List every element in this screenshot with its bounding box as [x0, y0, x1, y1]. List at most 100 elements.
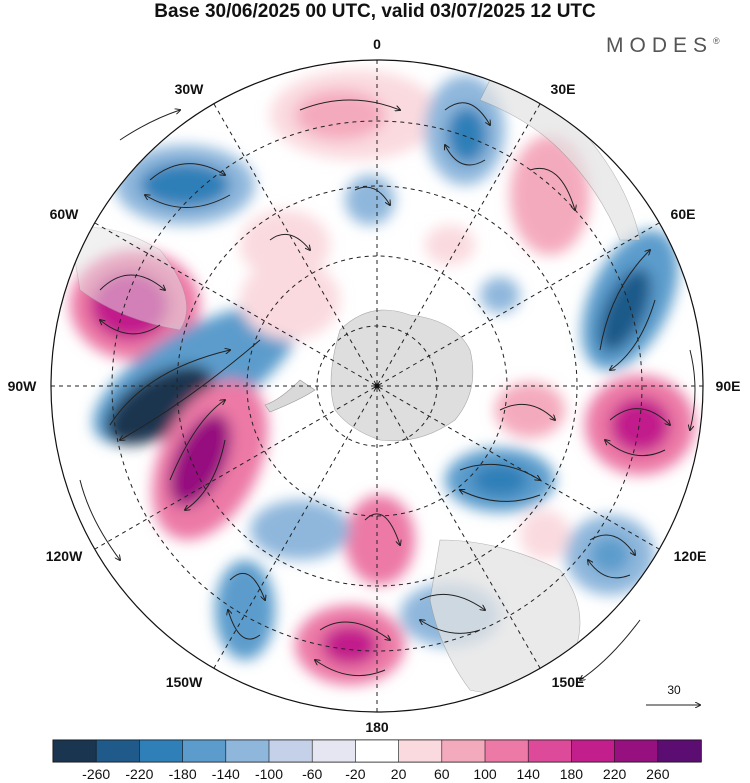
streamline [354, 186, 390, 205]
streamline [364, 513, 400, 545]
streamline [100, 320, 161, 335]
colorbar-tick-label: -220 [125, 766, 154, 782]
colorbar-tick-label: -100 [254, 766, 284, 782]
anomaly-neg [447, 107, 487, 163]
anomaly-pos [240, 210, 330, 280]
colorbar-tick-label: 100 [473, 766, 497, 782]
brand-logo: MODES® [606, 34, 720, 58]
lon-label-60e: 60E [670, 206, 696, 222]
colorbar-tick-label: 220 [602, 766, 627, 782]
anomaly-neg [345, 175, 395, 225]
anomaly-neg [250, 500, 350, 560]
reference-vector-label: 30 [667, 683, 681, 697]
streamline [145, 195, 231, 208]
colorbar-tick-label: 20 [390, 766, 407, 782]
colorbar-segment [95, 739, 141, 763]
colorbar-segment [441, 739, 486, 763]
streamline [499, 403, 555, 420]
latitude-circle [176, 185, 578, 587]
anomaly-pos [510, 135, 590, 255]
lon-label-90e: 90E [715, 378, 741, 394]
lon-label-30e: 30E [550, 81, 576, 97]
brand-name: MODES [606, 34, 714, 57]
streamline [529, 168, 575, 210]
wind-streamlines [79, 99, 696, 680]
streamline [460, 490, 541, 502]
anomaly-neg [472, 464, 528, 496]
lon-label-0: 0 [373, 36, 381, 52]
streamline [319, 621, 390, 640]
anomaly-neg [140, 163, 230, 207]
colorbar-segments [52, 739, 702, 763]
colorbar-tick-label: 60 [434, 766, 450, 782]
colorbar-segment [52, 739, 98, 763]
lon-label-120e: 120E [673, 548, 707, 564]
anomaly-pos [520, 510, 570, 560]
streamline [588, 560, 631, 579]
colorbar-segment [484, 739, 530, 763]
anomaly-pos [495, 382, 565, 438]
colorbar-segment [268, 739, 314, 763]
colorbar-segment [139, 739, 184, 763]
streamline [185, 439, 226, 510]
anomaly-neg [105, 365, 215, 445]
streamline [690, 349, 696, 430]
lon-label-180: 180 [365, 719, 389, 735]
streamline [119, 110, 180, 141]
streamline [99, 274, 165, 290]
anomaly-neg [480, 277, 520, 313]
streamline [420, 620, 481, 634]
streamline [609, 408, 670, 425]
colorbar-tick-label: 180 [559, 766, 584, 782]
streamline [269, 233, 310, 250]
streamline [459, 463, 540, 480]
latitude-circle [111, 120, 643, 652]
colorbar-segment [355, 739, 400, 763]
streamline [610, 299, 656, 370]
south-pole-marker [374, 383, 380, 389]
colorbar-tick-label: -260 [82, 766, 111, 782]
anomaly-neg [598, 268, 652, 352]
colorbar-segment [571, 739, 616, 763]
colorbar-segment [527, 739, 573, 763]
anomaly-neg [215, 560, 275, 660]
streamline [605, 440, 666, 457]
colorbar-segment [311, 739, 357, 763]
anomaly-neg [590, 537, 630, 573]
lon-label-120w: 120W [45, 548, 83, 564]
colorbar-segment [657, 739, 702, 763]
map-title: Base 30/06/2025 00 UTC, valid 03/07/2025… [154, 1, 596, 22]
anomaly-pos [425, 225, 475, 265]
lon-label-90w: 90W [7, 378, 37, 394]
anomaly-blobs [70, 70, 695, 685]
map-boundary-circle [50, 59, 704, 713]
streamline [580, 619, 641, 680]
colorbar-tick-label: -60 [302, 766, 323, 782]
streamline [419, 593, 485, 610]
colorbar [52, 739, 702, 763]
lon-label-150w: 150W [165, 674, 203, 690]
streamline [229, 572, 265, 600]
streamline [599, 250, 650, 351]
colorbar-segment [225, 739, 270, 763]
anomaly-pos [610, 397, 670, 453]
colorbar-tick-label: 140 [516, 766, 540, 782]
colorbar-tick-label: -180 [168, 766, 197, 782]
streamline [444, 102, 490, 125]
streamline [445, 145, 486, 166]
colorbar-tick-label: -140 [211, 766, 240, 782]
antarctic-peninsula [264, 379, 316, 413]
streamline [109, 350, 230, 426]
colorbar-tick-label: -20 [345, 766, 366, 782]
streamline [120, 339, 261, 440]
streamline [79, 479, 120, 560]
anomaly-pos [295, 90, 385, 140]
streamline [589, 534, 635, 555]
anomaly-pos [345, 495, 415, 585]
anomaly-pos [240, 260, 340, 340]
anomaly-pos [169, 413, 231, 507]
lon-label-60w: 60W [49, 206, 79, 222]
colorbar-tick-label: 260 [646, 766, 670, 782]
streamline [315, 660, 386, 677]
